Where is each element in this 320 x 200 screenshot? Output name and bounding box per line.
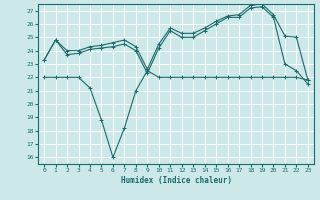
- X-axis label: Humidex (Indice chaleur): Humidex (Indice chaleur): [121, 176, 231, 185]
